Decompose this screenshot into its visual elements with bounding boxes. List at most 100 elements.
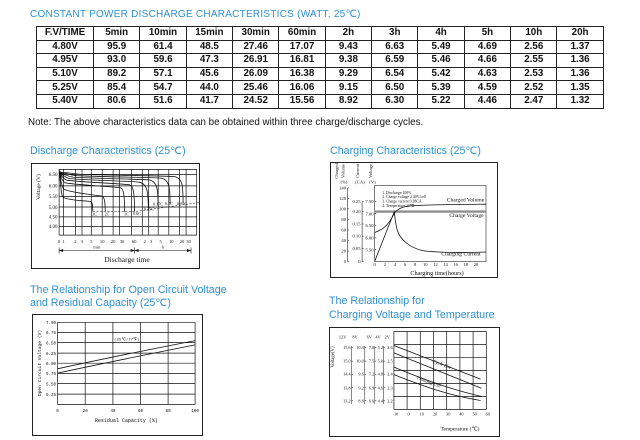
svg-text:120: 120 bbox=[339, 196, 347, 201]
svg-text:0.05: 0.05 bbox=[352, 246, 361, 251]
svg-text:8: 8 bbox=[414, 262, 417, 267]
svg-text:60: 60 bbox=[138, 409, 144, 414]
svg-text:Charge Voltage: Charge Voltage bbox=[449, 213, 484, 219]
svg-text:-10: -10 bbox=[393, 412, 399, 417]
svg-text:7.8: 7.8 bbox=[369, 345, 374, 350]
svg-text:Voltage: Voltage bbox=[368, 164, 373, 178]
svg-text:Current: Current bbox=[355, 163, 360, 178]
svg-text:20: 20 bbox=[341, 249, 346, 254]
svg-text:4.6: 4.6 bbox=[378, 385, 384, 390]
svg-text:2C: 2C bbox=[105, 212, 110, 217]
svg-text:6.00: 6.00 bbox=[49, 185, 58, 190]
svg-text:12: 12 bbox=[433, 262, 438, 267]
svg-text:100: 100 bbox=[191, 409, 199, 414]
svg-text:1. Discharge:100%: 1. Discharge:100% bbox=[382, 191, 412, 195]
svg-text:Voltage (V): Voltage (V) bbox=[35, 174, 42, 200]
svg-text:(V): (V) bbox=[369, 180, 376, 185]
svg-text:5.0: 5.0 bbox=[378, 359, 383, 364]
svg-text:40: 40 bbox=[459, 412, 463, 417]
svg-text:0.17C: 0.17C bbox=[153, 201, 163, 206]
svg-text:Charged: Charged bbox=[334, 163, 339, 179]
svg-text:Temperature (℃): Temperature (℃) bbox=[441, 426, 480, 433]
svg-text:9.6: 9.6 bbox=[358, 372, 364, 377]
svg-text:(%): (%) bbox=[341, 180, 348, 185]
svg-text:30: 30 bbox=[120, 239, 125, 244]
svg-text:0.6C: 0.6C bbox=[133, 211, 141, 216]
svg-text:0.20: 0.20 bbox=[352, 209, 361, 214]
svg-text:0.1C: 0.1C bbox=[165, 201, 173, 206]
svg-text:0.10: 0.10 bbox=[352, 234, 361, 239]
svg-text:16: 16 bbox=[453, 262, 458, 267]
svg-text:6.00: 6.00 bbox=[365, 236, 374, 241]
svg-text:6.6: 6.6 bbox=[369, 398, 375, 403]
svg-text:(CA): (CA) bbox=[355, 180, 365, 185]
svg-text:4.00: 4.00 bbox=[49, 225, 58, 230]
svg-text:2: 2 bbox=[384, 262, 387, 267]
svg-text:60: 60 bbox=[341, 228, 346, 233]
svg-text:2.5: 2.5 bbox=[387, 359, 392, 364]
svg-text:0: 0 bbox=[58, 239, 61, 244]
svg-text:6: 6 bbox=[404, 262, 407, 267]
svg-text:5.50: 5.50 bbox=[365, 247, 374, 252]
svg-text:5.50: 5.50 bbox=[49, 195, 58, 200]
svg-text:6V: 6V bbox=[367, 335, 373, 340]
svg-text:7.2: 7.2 bbox=[369, 372, 374, 377]
svg-text:2.3: 2.3 bbox=[387, 385, 392, 390]
svg-text:Residual Capacity (%): Residual Capacity (%) bbox=[95, 418, 158, 424]
svg-text:min: min bbox=[93, 245, 101, 250]
svg-text:10: 10 bbox=[169, 239, 174, 244]
svg-text:7.5: 7.5 bbox=[369, 359, 374, 364]
svg-text:0: 0 bbox=[56, 409, 59, 414]
svg-text:0.15: 0.15 bbox=[352, 222, 361, 227]
svg-text:2. Charge voltage 2.40V/cell: 2. Charge voltage 2.40V/cell bbox=[382, 195, 426, 199]
svg-text:Cycle Use: Cycle Use bbox=[432, 360, 453, 372]
svg-text:20: 20 bbox=[111, 239, 116, 244]
svg-text:18: 18 bbox=[463, 262, 468, 267]
svg-text:Charged Volume: Charged Volume bbox=[447, 198, 485, 204]
svg-text:2: 2 bbox=[144, 239, 147, 244]
svg-text:5.25: 5.25 bbox=[46, 394, 57, 398]
svg-text:7.00: 7.00 bbox=[46, 322, 57, 326]
svg-text:4V: 4V bbox=[375, 335, 381, 340]
svg-text:6.50: 6.50 bbox=[49, 173, 58, 178]
svg-text:1: 1 bbox=[62, 239, 65, 244]
svg-text:60: 60 bbox=[132, 239, 137, 244]
svg-text:4. Temperature 25℃: 4. Temperature 25℃ bbox=[382, 204, 415, 208]
svg-text:0: 0 bbox=[344, 259, 347, 264]
svg-text:5.50: 5.50 bbox=[46, 383, 57, 387]
svg-text:40: 40 bbox=[341, 238, 346, 243]
svg-text:5.75: 5.75 bbox=[46, 373, 57, 377]
svg-text:30: 30 bbox=[186, 239, 191, 244]
svg-text:2.4: 2.4 bbox=[387, 372, 393, 377]
svg-text:4.50: 4.50 bbox=[49, 216, 58, 221]
svg-text:5.2: 5.2 bbox=[378, 345, 383, 350]
svg-text:3. Charge current 0.28CA: 3. Charge current 0.28CA bbox=[382, 200, 422, 204]
svg-text:6.50: 6.50 bbox=[365, 223, 374, 228]
svg-text:14: 14 bbox=[443, 262, 448, 267]
svg-text:3: 3 bbox=[81, 239, 84, 244]
svg-text:0.25C: 0.25C bbox=[144, 206, 154, 211]
svg-text:20: 20 bbox=[180, 239, 185, 244]
svg-text:2.6: 2.6 bbox=[387, 345, 393, 350]
svg-text:h: h bbox=[162, 245, 165, 250]
svg-text:10: 10 bbox=[423, 262, 428, 267]
svg-text:4.8: 4.8 bbox=[378, 372, 383, 377]
svg-text:60: 60 bbox=[486, 412, 490, 417]
svg-text:15.6: 15.6 bbox=[343, 345, 351, 350]
svg-text:30: 30 bbox=[446, 412, 450, 417]
svg-text:140: 140 bbox=[339, 186, 347, 191]
svg-text:Discharge time: Discharge time bbox=[104, 255, 150, 264]
svg-text:9.2: 9.2 bbox=[358, 385, 363, 390]
svg-text:80: 80 bbox=[166, 409, 172, 414]
svg-text:10: 10 bbox=[420, 412, 424, 417]
svg-text:7.00: 7.00 bbox=[365, 211, 374, 216]
svg-text:13.2: 13.2 bbox=[343, 398, 351, 403]
svg-text:6.9: 6.9 bbox=[369, 385, 374, 390]
svg-text:5: 5 bbox=[90, 239, 93, 244]
svg-text:6.75: 6.75 bbox=[46, 332, 57, 336]
svg-text:8.8: 8.8 bbox=[358, 398, 363, 403]
svg-text:8V: 8V bbox=[352, 335, 358, 340]
svg-text:0: 0 bbox=[358, 259, 361, 264]
svg-text:10.0: 10.0 bbox=[356, 359, 364, 364]
svg-text:50: 50 bbox=[472, 412, 476, 417]
